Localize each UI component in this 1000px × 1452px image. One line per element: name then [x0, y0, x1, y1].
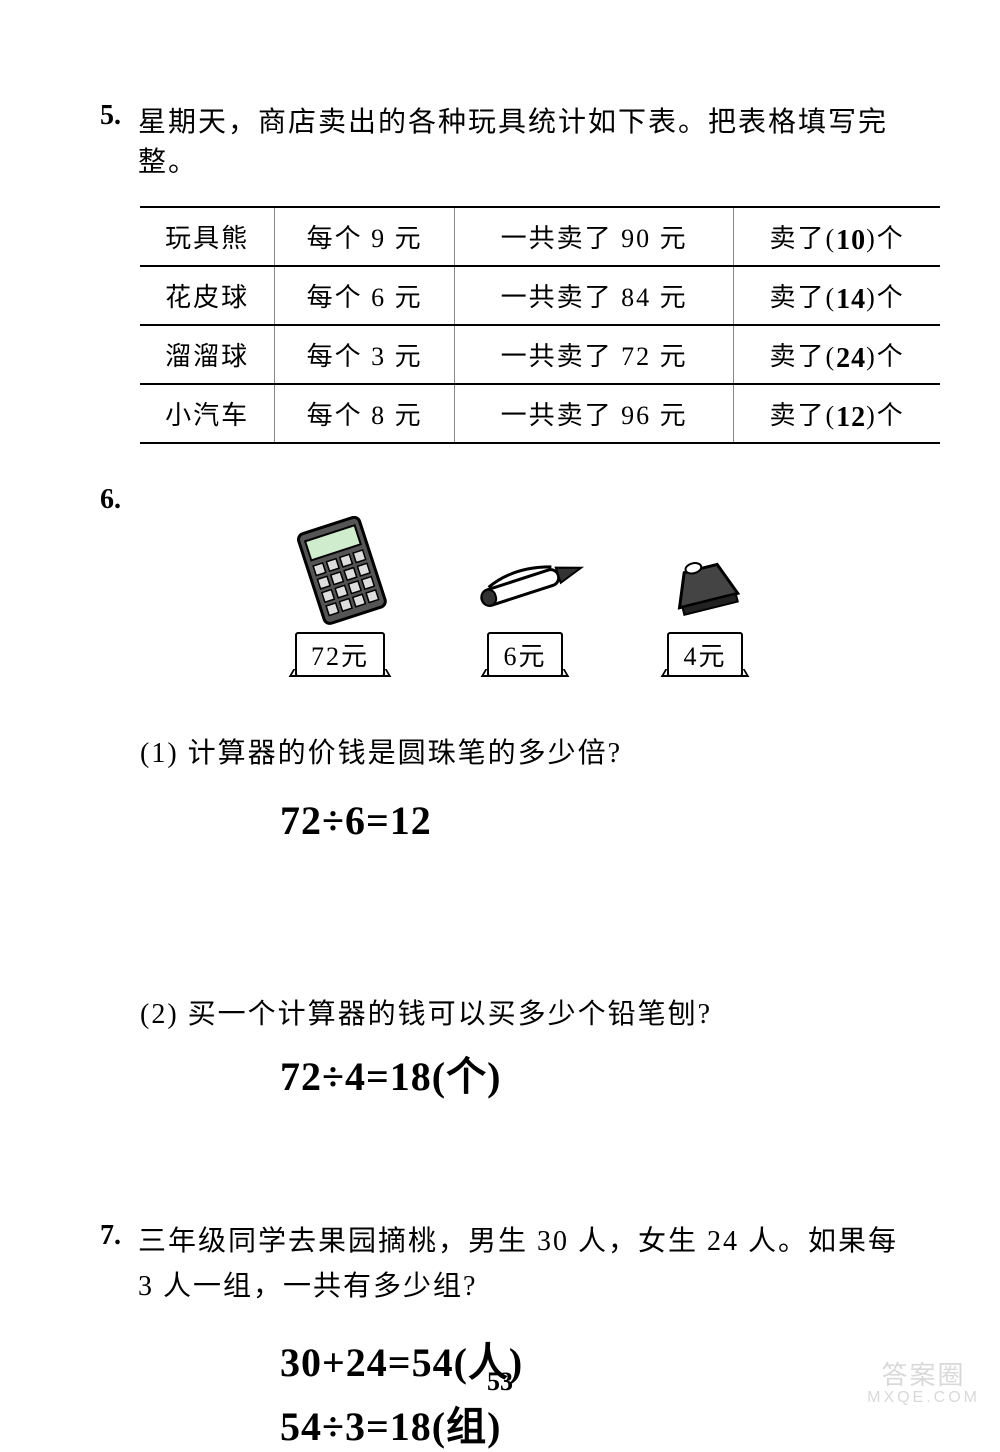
- cell-price: 每个 6 元: [275, 266, 455, 325]
- calculator-icon: [280, 516, 400, 626]
- cell-total: 一共卖了 72 元: [455, 325, 734, 384]
- sold-suffix: )个: [866, 342, 905, 371]
- page-number: 53: [487, 1367, 513, 1397]
- sharpener-icon: [650, 546, 760, 626]
- table-row: 花皮球 每个 6 元 一共卖了 84 元 卖了(14)个: [140, 266, 940, 325]
- q7-number: 7.: [100, 1220, 134, 1252]
- table-row: 溜溜球 每个 3 元 一共卖了 72 元 卖了(24)个: [140, 325, 940, 384]
- cell-sold: 卖了(14)个: [734, 266, 940, 325]
- sold-prefix: 卖了(: [769, 342, 836, 371]
- table-row: 玩具熊 每个 9 元 一共卖了 90 元 卖了(10)个: [140, 207, 940, 266]
- question-6: 6. 72元: [100, 484, 910, 1100]
- q6-items: 72元 6元: [280, 516, 910, 677]
- q5-table: 玩具熊 每个 9 元 一共卖了 90 元 卖了(10)个 花皮球 每个 6 元 …: [140, 206, 940, 444]
- pen-icon: [460, 546, 590, 626]
- item-pen: 6元: [460, 546, 590, 677]
- q6-sub1-prompt: (1) 计算器的价钱是圆珠笔的多少倍?: [140, 731, 910, 771]
- watermark-line2: MXQE.COM: [867, 1389, 980, 1407]
- price-tag-pen: 6元: [487, 632, 562, 677]
- cell-name: 小汽车: [140, 384, 275, 443]
- price-tag-sharpener: 4元: [667, 632, 742, 677]
- sold-value: 14: [836, 284, 866, 316]
- cell-price: 每个 8 元: [275, 384, 455, 443]
- question-5: 5. 星期天，商店卖出的各种玩具统计如下表。把表格填写完整。 玩具熊 每个 9 …: [100, 100, 910, 444]
- sold-prefix: 卖了(: [769, 401, 836, 430]
- q6-number: 6.: [100, 484, 134, 516]
- sold-suffix: )个: [866, 224, 905, 253]
- cell-name: 溜溜球: [140, 325, 275, 384]
- item-sharpener: 4元: [650, 546, 760, 677]
- cell-name: 花皮球: [140, 266, 275, 325]
- cell-total: 一共卖了 90 元: [455, 207, 734, 266]
- q6-sub2-prompt: (2) 买一个计算器的钱可以买多少个铅笔刨?: [140, 992, 910, 1032]
- cell-price: 每个 9 元: [275, 207, 455, 266]
- q7-work2: 54÷3=18(组): [280, 1394, 501, 1452]
- sold-value: 24: [836, 343, 866, 375]
- cell-sold: 卖了(10)个: [734, 207, 940, 266]
- watermark: 答案圈 MXQE.COM: [867, 1361, 980, 1407]
- q5-number: 5.: [100, 100, 134, 132]
- price-tag-calculator: 72元: [295, 632, 385, 677]
- cell-total: 一共卖了 96 元: [455, 384, 734, 443]
- watermark-line1: 答案圈: [867, 1361, 980, 1390]
- cell-total: 一共卖了 84 元: [455, 266, 734, 325]
- cell-sold: 卖了(12)个: [734, 384, 940, 443]
- question-7: 7. 三年级同学去果园摘桃，男生 30 人，女生 24 人。如果每 3 人一组，…: [100, 1220, 910, 1450]
- sold-value: 10: [836, 225, 866, 257]
- q6-sub1-work: 72÷6=12: [280, 797, 432, 844]
- cell-price: 每个 3 元: [275, 325, 455, 384]
- q7-prompt: 三年级同学去果园摘桃，男生 30 人，女生 24 人。如果每 3 人一组，一共有…: [138, 1220, 898, 1310]
- cell-name: 玩具熊: [140, 207, 275, 266]
- sold-prefix: 卖了(: [769, 283, 836, 312]
- q5-prompt: 星期天，商店卖出的各种玩具统计如下表。把表格填写完整。: [138, 100, 898, 180]
- cell-sold: 卖了(24)个: [734, 325, 940, 384]
- q6-sub2-work: 72÷4=18(个): [280, 1044, 501, 1102]
- sold-value: 12: [836, 402, 866, 434]
- sold-suffix: )个: [866, 283, 905, 312]
- sold-prefix: 卖了(: [769, 224, 836, 253]
- sold-suffix: )个: [866, 401, 905, 430]
- item-calculator: 72元: [280, 516, 400, 677]
- table-row: 小汽车 每个 8 元 一共卖了 96 元 卖了(12)个: [140, 384, 940, 443]
